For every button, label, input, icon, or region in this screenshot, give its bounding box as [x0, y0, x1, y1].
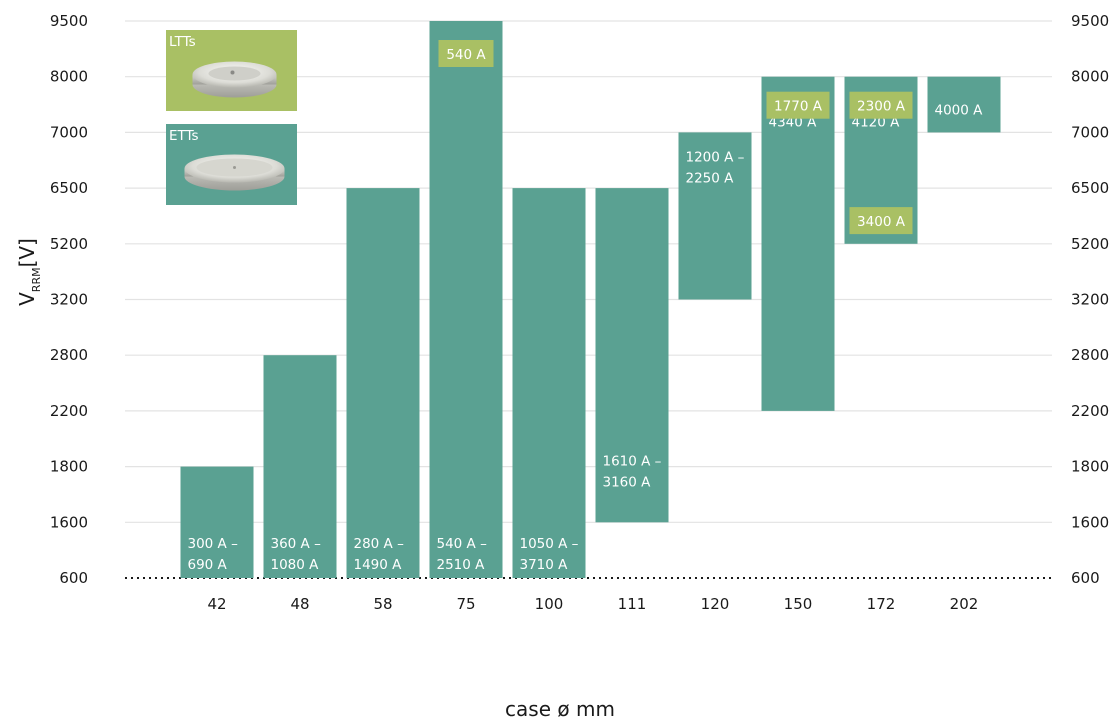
bar-label-75-1: 2510 A	[437, 557, 486, 573]
etts-disc-image	[184, 154, 285, 191]
x-tick-75: 75	[456, 595, 475, 613]
bar-120	[678, 132, 752, 300]
x-tick-172: 172	[867, 595, 896, 613]
bar-label-48-1: 1080 A	[271, 557, 320, 573]
y-tick-left-8000: 8000	[50, 68, 88, 86]
legend-label-ltts: LTTs	[169, 34, 196, 50]
bar-label-120-0: 1200 A –	[686, 149, 745, 165]
y-tick-right-600: 600	[1071, 569, 1100, 587]
y-axis-title: VRRM[V]	[15, 238, 43, 306]
bar-label-100-1: 3710 A	[520, 557, 569, 573]
bar-48	[263, 355, 337, 578]
y-tick-right-6500: 6500	[1071, 179, 1109, 197]
x-tick-48: 48	[290, 595, 309, 613]
ltt-badges: 540 A 1770 A 2300 A 3400 A	[438, 40, 913, 235]
ltts-disc-image	[192, 61, 277, 98]
bars: 300 A – 690 A 360 A – 1080 A 280 A – 1490 A 54…	[180, 21, 1001, 578]
bar-label-202-0: 4000 A	[935, 103, 984, 119]
x-tick-100: 100	[535, 595, 564, 613]
y-tick-right-2800: 2800	[1071, 346, 1109, 364]
bar-label-42-0: 300 A –	[188, 536, 239, 552]
y-tick-right-1800: 1800	[1071, 458, 1109, 476]
legend-item-etts: ETTs	[166, 124, 297, 205]
y-tick-left-2800: 2800	[50, 346, 88, 364]
ltt-badge-label-172-8000: 2300 A	[857, 99, 906, 115]
y-tick-right-7000: 7000	[1071, 123, 1109, 141]
ltt-badge-75-9500	[438, 40, 494, 67]
ltt-badge-label-172-6500: 3400 A	[857, 214, 906, 230]
disc-face	[208, 66, 261, 81]
y-tick-right-5200: 5200	[1071, 235, 1109, 253]
bar-111	[595, 188, 669, 523]
x-axis-title: case ø mm	[505, 697, 615, 721]
y-tick-left-7000: 7000	[50, 123, 88, 141]
y-tick-right-1600: 1600	[1071, 513, 1109, 531]
bar-label-42-1: 690 A	[188, 557, 228, 573]
x-tick-120: 120	[701, 595, 730, 613]
y-axis-ticks: 600 600 1600 1600 1800 1800 2200 2200 2800 2800 32…	[50, 12, 1109, 587]
y-tick-left-5200: 5200	[50, 235, 88, 253]
bar-label-48-0: 360 A –	[271, 536, 322, 552]
bar-58	[346, 188, 420, 578]
bar-label-120-1: 2250 A	[686, 170, 735, 186]
bar-75	[429, 21, 503, 578]
bar-42	[180, 466, 254, 578]
y-tick-right-9500: 9500	[1071, 12, 1109, 30]
y-tick-left-6500: 6500	[50, 179, 88, 197]
legend: LTTs ETTs	[166, 30, 297, 205]
y-axis-title-symbol: V	[15, 292, 39, 306]
y-axis-title-subscript: RRM	[30, 267, 43, 292]
y-axis-title-unit: [V]	[15, 238, 39, 267]
ltt-badge-172-8000	[849, 91, 913, 119]
ltt-badge-150-8000	[766, 91, 830, 119]
bar-label-100-0: 1050 A –	[520, 536, 579, 552]
y-tick-left-9500: 9500	[50, 12, 88, 30]
y-tick-left-600: 600	[59, 569, 88, 587]
bar-100	[512, 188, 586, 578]
bar-label-75-0: 540 A –	[437, 536, 488, 552]
bar-202	[927, 76, 1001, 133]
y-tick-right-2200: 2200	[1071, 402, 1109, 420]
ltt-badge-label-75-9500: 540 A	[446, 47, 486, 63]
y-tick-right-3200: 3200	[1071, 291, 1109, 309]
y-tick-left-2200: 2200	[50, 402, 88, 420]
bar-label-58-0: 280 A –	[354, 536, 405, 552]
gate-contact	[230, 70, 235, 75]
legend-item-ltts: LTTs	[166, 30, 297, 111]
legend-label-etts: ETTs	[169, 128, 199, 144]
bar-label-111-1: 3160 A	[603, 474, 652, 490]
bar-label-111-0: 1610 A –	[603, 453, 662, 469]
x-tick-150: 150	[784, 595, 813, 613]
x-axis-categories: 42 48 58 75 100 111 120 150 172 202	[207, 595, 978, 613]
bar-150	[761, 76, 835, 411]
y-tick-right-8000: 8000	[1071, 68, 1109, 86]
x-tick-58: 58	[373, 595, 392, 613]
x-tick-42: 42	[207, 595, 226, 613]
y-tick-left-1600: 1600	[50, 513, 88, 531]
x-tick-111: 111	[618, 595, 647, 613]
center-dot	[233, 166, 236, 169]
y-tick-left-3200: 3200	[50, 291, 88, 309]
x-tick-202: 202	[950, 595, 979, 613]
ltt-badge-172-6500	[849, 207, 913, 235]
bar-label-58-1: 1490 A	[354, 557, 403, 573]
ltt-badge-label-150-8000: 1770 A	[774, 99, 823, 115]
y-tick-left-1800: 1800	[50, 458, 88, 476]
